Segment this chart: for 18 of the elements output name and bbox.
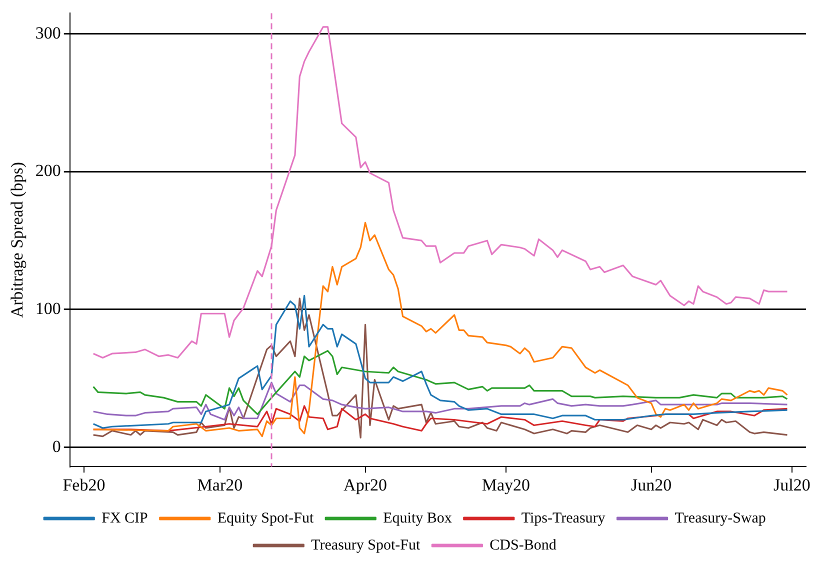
legend-label: Equity Spot-Fut (217, 510, 314, 526)
x-tick-label: Jul20 (774, 475, 810, 494)
y-tick-label: 300 (35, 23, 61, 42)
legend-label: Equity Box (383, 510, 452, 526)
x-tick-label: May20 (482, 475, 530, 494)
y-tick-label: 0 (52, 436, 61, 456)
legend-label: Tips-Treasury (521, 510, 606, 526)
x-tick-label: Feb20 (62, 475, 106, 494)
x-tick-label: Mar20 (197, 475, 243, 494)
legend-label: Treasury-Swap (674, 510, 766, 526)
legend-label: Treasury Spot-Fut (311, 537, 422, 554)
legend-label: CDS-Bond (490, 537, 557, 554)
y-tick-label: 200 (35, 161, 61, 180)
legend-label: FX CIP (102, 510, 148, 526)
x-tick-label: Jun20 (630, 475, 672, 494)
y-axis-title: Arbitrage Spread (bps) (8, 162, 27, 318)
x-tick-label: Apr20 (344, 475, 388, 494)
y-tick-label: 100 (35, 298, 61, 318)
